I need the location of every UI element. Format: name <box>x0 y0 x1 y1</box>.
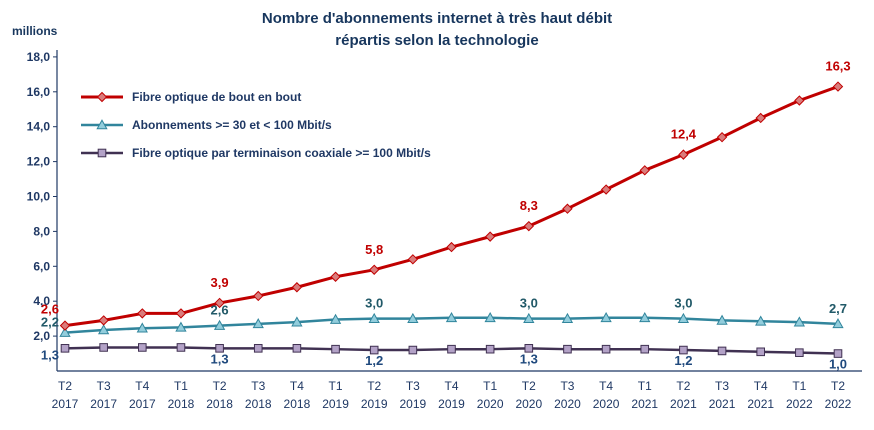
legend: Fibre optique de bout en bout Abonnement… <box>80 90 431 160</box>
svg-text:8,0: 8,0 <box>33 224 50 238</box>
svg-text:1,3: 1,3 <box>520 351 538 366</box>
svg-text:1,3: 1,3 <box>41 347 59 362</box>
series-0-data-labels: 2,6 3,9 5,8 8,3 12,4 16,3 <box>41 59 851 317</box>
legend-line-marker-icon <box>81 148 123 158</box>
svg-text:T4: T4 <box>444 379 458 393</box>
svg-text:T2: T2 <box>367 379 381 393</box>
svg-text:3,0: 3,0 <box>674 296 692 311</box>
svg-text:3,0: 3,0 <box>365 296 383 311</box>
svg-text:1,3: 1,3 <box>211 351 229 366</box>
svg-text:5,8: 5,8 <box>365 242 383 257</box>
svg-text:T1: T1 <box>174 379 188 393</box>
svg-text:2,7: 2,7 <box>829 301 847 316</box>
svg-text:2021: 2021 <box>670 397 697 411</box>
svg-text:3,0: 3,0 <box>520 296 538 311</box>
series-0 <box>59 81 844 331</box>
svg-text:2,0: 2,0 <box>33 329 50 343</box>
svg-text:2017: 2017 <box>90 397 117 411</box>
svg-text:2020: 2020 <box>593 397 620 411</box>
y-axis-labels: 18,0 16,0 14,0 12,0 10,0 8,0 6,0 4,0 2,0 <box>27 50 57 343</box>
svg-text:2018: 2018 <box>206 397 233 411</box>
svg-text:T3: T3 <box>715 379 729 393</box>
svg-text:T2: T2 <box>676 379 690 393</box>
svg-text:T3: T3 <box>97 379 111 393</box>
svg-text:T3: T3 <box>560 379 574 393</box>
svg-text:2020: 2020 <box>515 397 542 411</box>
legend-label: Fibre optique par terminaison coaxiale >… <box>132 146 431 160</box>
svg-text:2,2: 2,2 <box>41 315 59 330</box>
svg-text:10,0: 10,0 <box>27 190 51 204</box>
svg-text:T4: T4 <box>754 379 768 393</box>
svg-text:2021: 2021 <box>747 397 774 411</box>
svg-text:T4: T4 <box>599 379 613 393</box>
svg-text:2021: 2021 <box>709 397 736 411</box>
series-1-data-labels: 2,22,6 3,0 3,0 3,0 2,7 <box>41 296 847 330</box>
legend-line-marker-icon <box>81 91 123 103</box>
svg-text:16,3: 16,3 <box>825 59 850 74</box>
svg-text:8,3: 8,3 <box>520 198 538 213</box>
series-2 <box>60 343 843 358</box>
legend-line-marker-icon <box>81 119 123 130</box>
svg-text:1,0: 1,0 <box>829 357 847 372</box>
axes <box>56 50 862 372</box>
svg-text:T1: T1 <box>329 379 343 393</box>
chart-title-line2: répartis selon la technologie <box>335 31 539 49</box>
legend-item-abonnements-30-100: Abonnements >= 30 et < 100 Mbit/s <box>80 118 431 132</box>
svg-text:3,9: 3,9 <box>211 275 229 290</box>
svg-text:2022: 2022 <box>786 397 813 411</box>
legend-item-fibre-bout-en-bout: Fibre optique de bout en bout <box>80 90 431 104</box>
svg-text:T2: T2 <box>213 379 227 393</box>
svg-text:4,0: 4,0 <box>33 294 50 308</box>
svg-text:T4: T4 <box>290 379 304 393</box>
svg-text:T1: T1 <box>792 379 806 393</box>
svg-text:2019: 2019 <box>361 397 388 411</box>
svg-text:2017: 2017 <box>129 397 156 411</box>
x-axis-labels: T2 2017 T3 2017 T4 2017 T1 2018 T2 2018 T3 2018 T4 20… <box>52 379 852 411</box>
svg-text:2018: 2018 <box>168 397 195 411</box>
svg-text:12,4: 12,4 <box>671 127 697 142</box>
svg-text:2,6: 2,6 <box>41 302 59 317</box>
svg-text:14,0: 14,0 <box>27 120 51 134</box>
svg-text:T4: T4 <box>135 379 149 393</box>
svg-text:T2: T2 <box>831 379 845 393</box>
svg-text:T1: T1 <box>638 379 652 393</box>
svg-text:2018: 2018 <box>284 397 311 411</box>
legend-item-fibre-coaxiale: Fibre optique par terminaison coaxiale >… <box>80 146 431 160</box>
svg-text:T2: T2 <box>522 379 536 393</box>
svg-text:2022: 2022 <box>825 397 852 411</box>
svg-text:16,0: 16,0 <box>27 85 51 99</box>
svg-text:T3: T3 <box>406 379 420 393</box>
svg-text:1,2: 1,2 <box>365 353 383 368</box>
svg-text:2019: 2019 <box>399 397 426 411</box>
svg-text:2017: 2017 <box>52 397 79 411</box>
series-2-data-labels: 1,3 1,3 1,2 1,3 1,2 1,0 <box>41 347 847 371</box>
svg-text:2019: 2019 <box>322 397 349 411</box>
svg-text:2019: 2019 <box>438 397 465 411</box>
svg-text:18,0: 18,0 <box>27 50 51 64</box>
svg-text:2,6: 2,6 <box>211 303 229 318</box>
series-1 <box>59 311 844 337</box>
legend-label: Fibre optique de bout en bout <box>132 90 302 104</box>
svg-text:T2: T2 <box>58 379 72 393</box>
chart-title: Nombre d'abonnements internet à très hau… <box>0 8 874 52</box>
svg-text:2021: 2021 <box>631 397 658 411</box>
svg-text:T3: T3 <box>251 379 265 393</box>
chart-title-line1: Nombre d'abonnements internet à très hau… <box>261 10 613 27</box>
svg-text:2020: 2020 <box>554 397 581 411</box>
svg-text:2018: 2018 <box>245 397 272 411</box>
legend-label: Abonnements >= 30 et < 100 Mbit/s <box>132 118 332 132</box>
svg-text:6,0: 6,0 <box>33 259 50 273</box>
svg-text:12,0: 12,0 <box>27 155 51 169</box>
svg-text:2020: 2020 <box>477 397 504 411</box>
y-axis-unit-label: millions <box>12 24 58 38</box>
svg-text:1,2: 1,2 <box>674 353 692 368</box>
svg-text:T1: T1 <box>483 379 497 393</box>
